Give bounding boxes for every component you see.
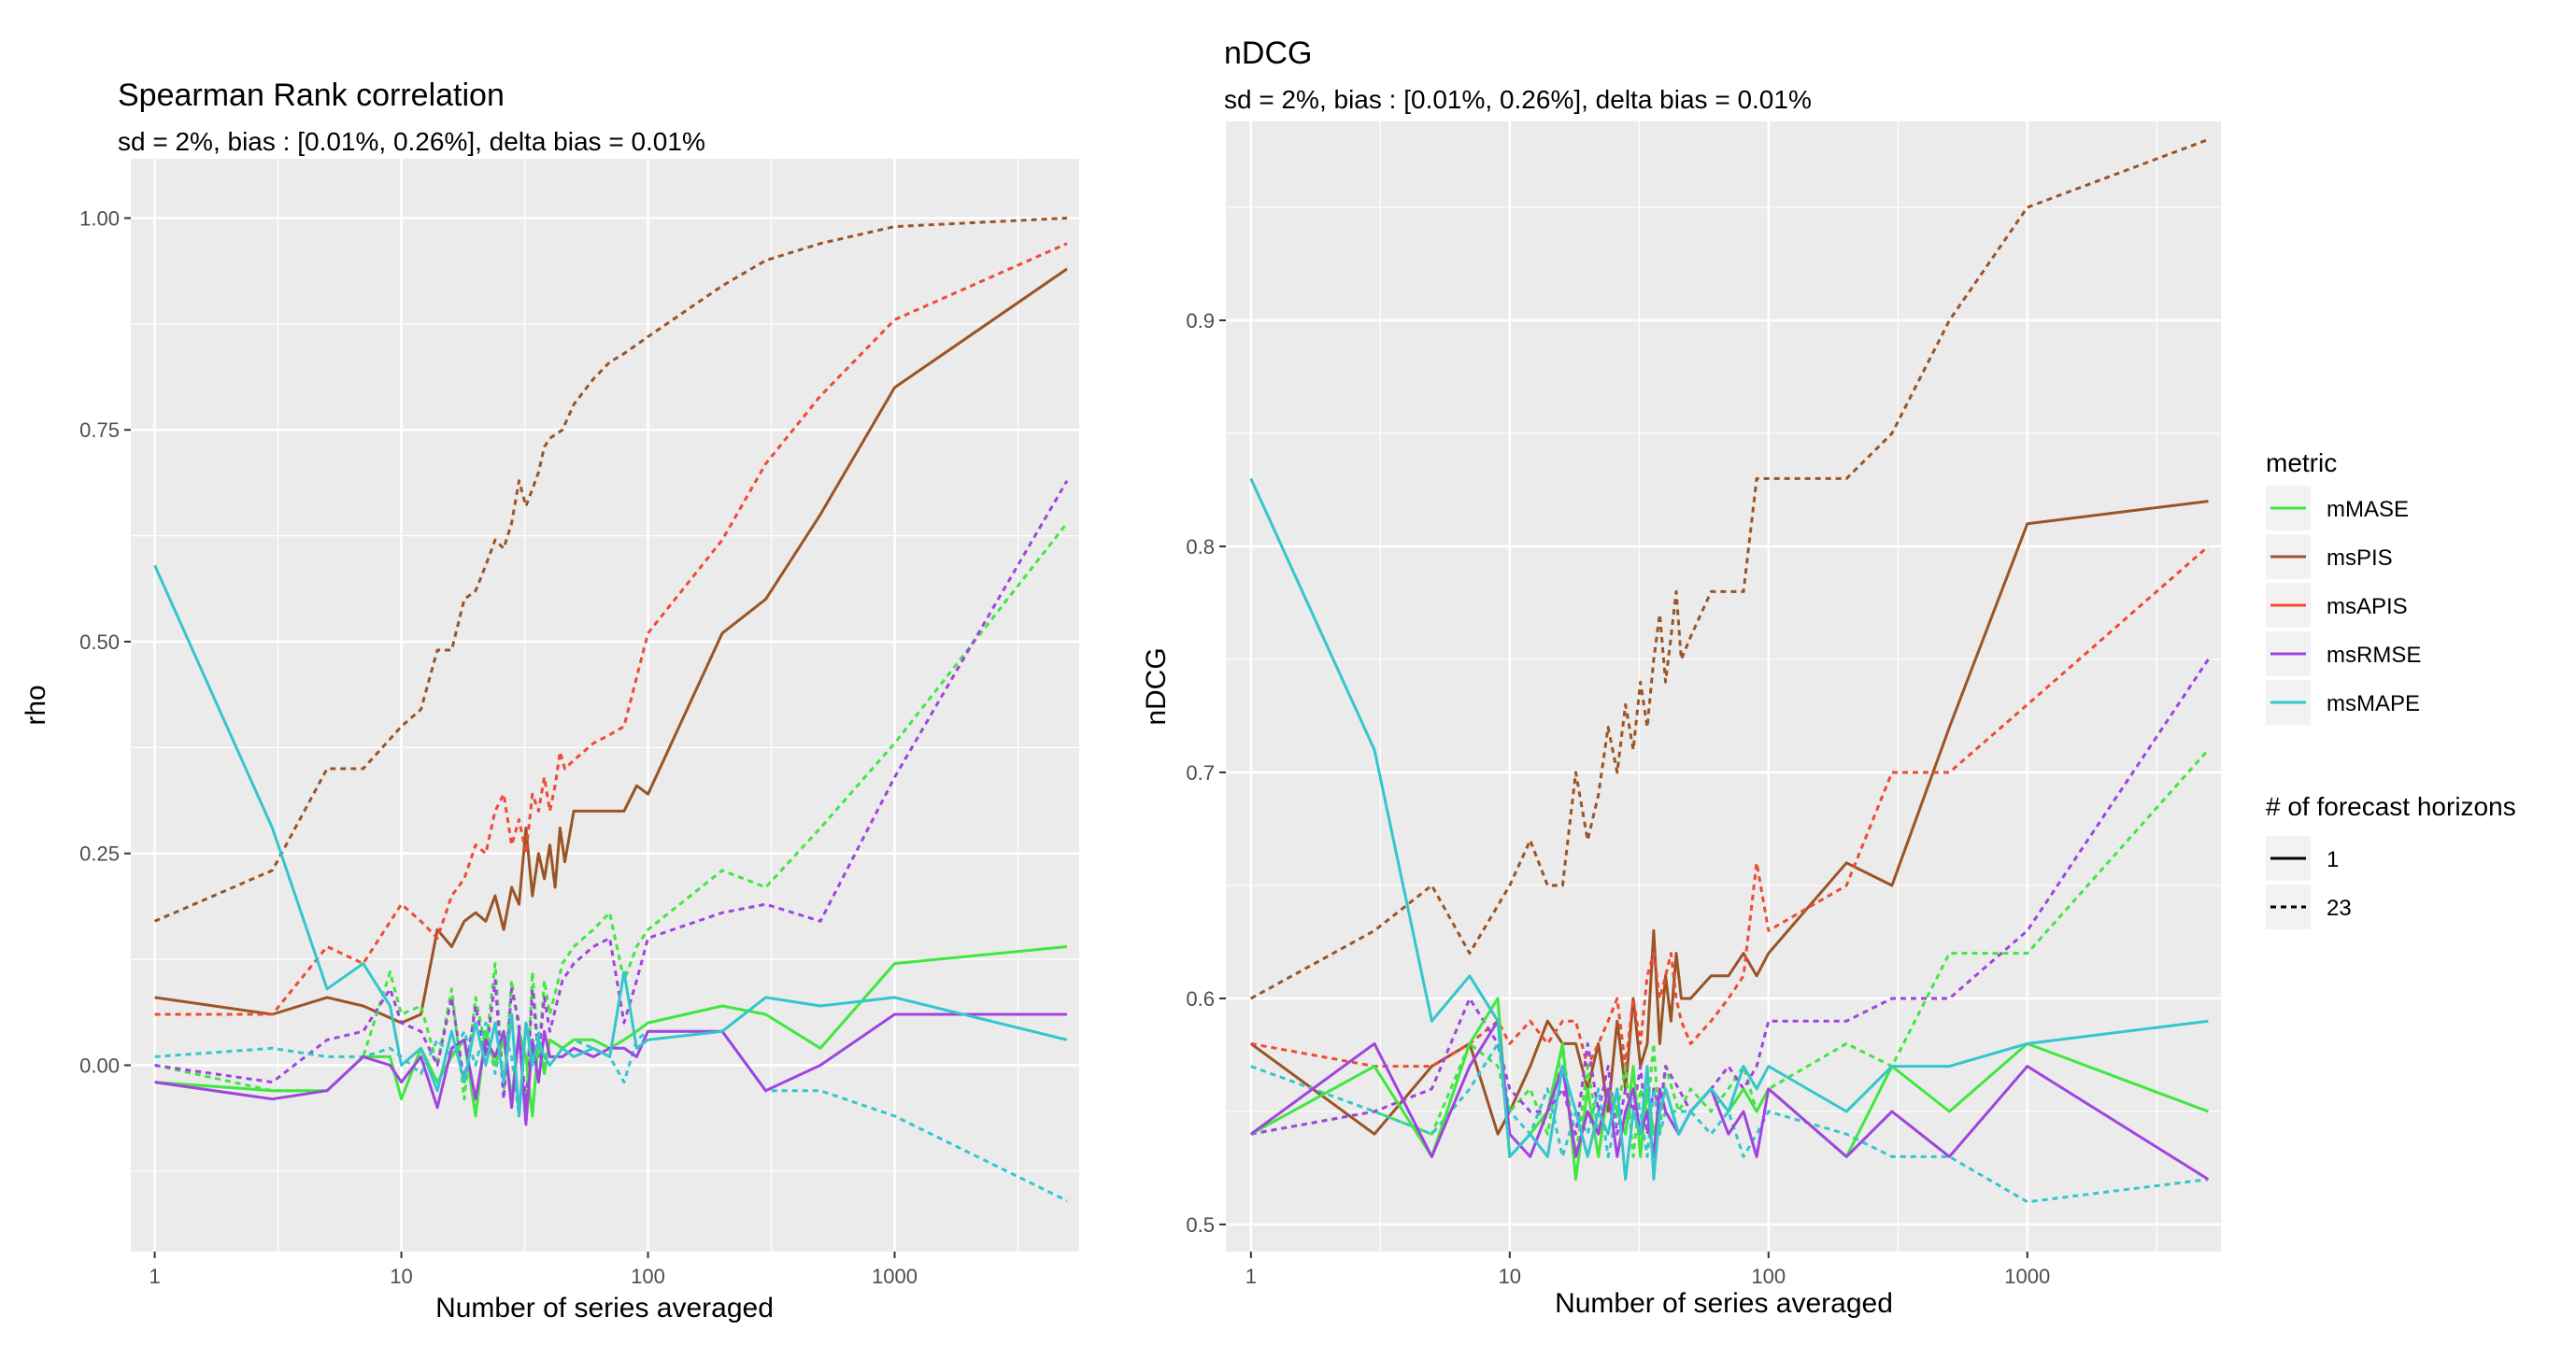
chart-ndcg: nDCG sd = 2%, bias : [0.01%, 0.26%], del…: [1141, 35, 2221, 1319]
series-msPIS-h23: [1250, 137, 2209, 1000]
y-tick-label: 0.9: [1186, 309, 1215, 333]
series-mMASE-h23: [154, 522, 1069, 1118]
y-tick-label: 0.5: [1186, 1213, 1215, 1237]
y-axis: 0.00 0.25 0.50 0.75 1.00: [79, 206, 131, 1077]
series-mMASE-h1: [154, 945, 1068, 1118]
chart-title: nDCG: [1224, 35, 1312, 71]
grid: [1226, 121, 2221, 1252]
legend-item-msRMSE: msRMSE: [2327, 643, 2421, 668]
x-tick-label: 100: [631, 1265, 665, 1288]
series-msMAPE-h1: [153, 564, 1068, 1118]
x-tick-label: 1000: [872, 1265, 918, 1288]
series-msRMSE-h1: [154, 1012, 1067, 1126]
x-tick-label: 1: [1245, 1265, 1257, 1288]
legend-item-msPIS: msPIS: [2327, 545, 2393, 571]
grid: [131, 159, 1079, 1252]
y-axis-label: rho: [21, 685, 51, 725]
y-axis-label: nDCG: [1141, 647, 1172, 725]
x-tick-label: 1000: [2004, 1265, 2050, 1288]
x-tick-label: 100: [1751, 1265, 1786, 1288]
y-tick-label: 0.00: [79, 1054, 120, 1077]
x-tick-label: 10: [390, 1265, 412, 1288]
legend-title-metric: metric: [2266, 448, 2337, 477]
y-axis: 0.5 0.6 0.7 0.8 0.9: [1186, 309, 1226, 1237]
legend-item-horizon-23: 23: [2327, 896, 2352, 921]
y-tick-label: 0.8: [1186, 535, 1215, 559]
plot-panel: [1226, 121, 2221, 1252]
legend-item-msAPIS: msAPIS: [2327, 594, 2408, 619]
y-tick-label: 0.75: [79, 418, 120, 442]
legend-item-mMASE: mMASE: [2327, 497, 2409, 522]
legend: metric mMASE msPIS msAPIS msRMSE msMAPE # of…: [2266, 448, 2516, 929]
series-msAPIS-h23: [154, 242, 1068, 1016]
series-msMAPE-h1: [1249, 477, 2209, 1182]
chart-title: Spearman Rank correlation: [118, 78, 505, 113]
legend-item-horizon-1: 1: [2327, 847, 2339, 872]
x-axis-label: Number of series averaged: [1555, 1288, 1893, 1319]
series-layer: [153, 217, 1069, 1202]
series-msAPIS-h23: [1250, 545, 2210, 1069]
plot-panel: [131, 159, 1079, 1252]
y-tick-label: 0.7: [1186, 761, 1215, 785]
legend-item-msMAPE: msMAPE: [2327, 691, 2420, 716]
series-msPIS-h23: [154, 217, 1068, 923]
x-axis-label: Number of series averaged: [435, 1293, 774, 1324]
x-tick-label: 10: [1499, 1265, 1521, 1288]
y-tick-label: 0.6: [1186, 987, 1215, 1011]
series-layer: [1249, 137, 2210, 1204]
chart-subtitle: sd = 2%, bias : [0.01%, 0.26%], delta bi…: [1224, 85, 1812, 114]
y-tick-label: 1.00: [79, 206, 120, 230]
x-axis: 1 10 100 1000: [1245, 1252, 2050, 1288]
series-msPIS-h1: [154, 267, 1068, 1025]
legend-title-horizons: # of forecast horizons: [2266, 792, 2516, 821]
y-tick-label: 0.25: [79, 842, 120, 866]
y-tick-label: 0.50: [79, 630, 120, 654]
x-axis: 1 10 100 1000: [149, 1252, 918, 1288]
chart-rho: Spearman Rank correlation sd = 2%, bias …: [21, 78, 1079, 1324]
chart-subtitle: sd = 2%, bias : [0.01%, 0.26%], delta bi…: [118, 127, 705, 156]
series-msRMSE-h23: [1250, 658, 2210, 1136]
x-tick-label: 1: [149, 1265, 160, 1288]
series-msPIS-h1: [1249, 500, 2209, 1136]
